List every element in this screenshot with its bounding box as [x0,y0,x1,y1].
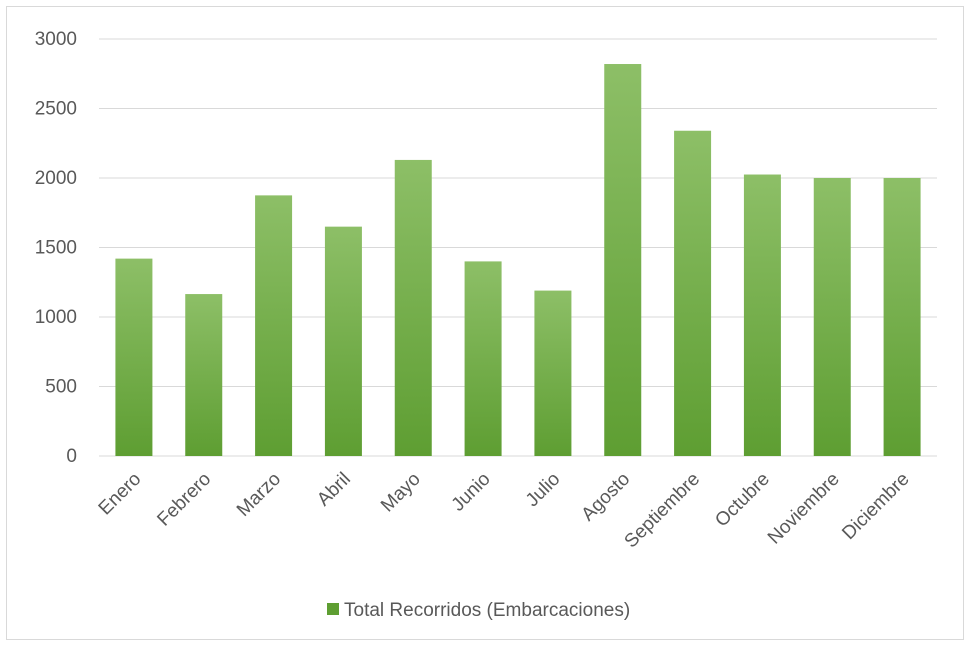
legend-label: Total Recorridos (Embarcaciones) [344,600,630,621]
legend-swatch [327,603,339,615]
gridlines [99,38,937,457]
bar-agosto [604,64,642,456]
bar-abril [324,226,362,456]
bar-mayo [394,159,432,456]
x-tick-label: Enero [95,469,146,520]
bar-junio [464,261,502,456]
y-axis-tick-labels: 0 500 1000 1500 2000 2500 3000 [35,29,77,467]
x-tick-label: Febrero [153,469,215,531]
bar-septiembre [674,130,712,456]
y-tick-label: 3000 [35,29,77,50]
legend: Total Recorridos (Embarcaciones) [327,600,630,621]
bar-noviembre [813,178,851,456]
x-tick-label: Mayo [377,469,425,517]
x-tick-label: Abril [313,469,355,511]
bar-marzo [255,195,293,456]
x-tick-label: Noviembre [764,469,844,549]
bar-diciembre [883,178,921,456]
x-tick-label: Junio [448,469,495,516]
x-tick-label: Julio [522,469,564,511]
y-tick-label: 0 [66,446,77,467]
y-tick-label: 2500 [35,99,77,120]
y-tick-label: 500 [45,377,77,398]
y-tick-label: 2000 [35,168,77,189]
bars [115,64,921,456]
x-tick-label: Septiembre [621,469,705,553]
bar-julio [534,290,572,456]
chart-frame: 0 500 1000 1500 2000 2500 3000 Enero Febrero Mar… [6,6,964,640]
bar-chart: 0 500 1000 1500 2000 2500 3000 Enero Febrero Mar… [35,29,937,621]
bar-enero [115,258,153,456]
bar-febrero [185,294,223,456]
x-tick-label: Octubre [711,469,774,532]
x-tick-label: Diciembre [838,469,913,544]
y-tick-label: 1000 [35,307,77,328]
x-axis-tick-labels: Enero Febrero Marzo Abril Mayo Junio Julio Agos… [95,469,914,553]
x-tick-label: Marzo [233,469,285,521]
x-tick-label: Agosto [578,469,635,526]
bar-octubre [743,174,781,456]
y-tick-label: 1500 [35,238,77,259]
